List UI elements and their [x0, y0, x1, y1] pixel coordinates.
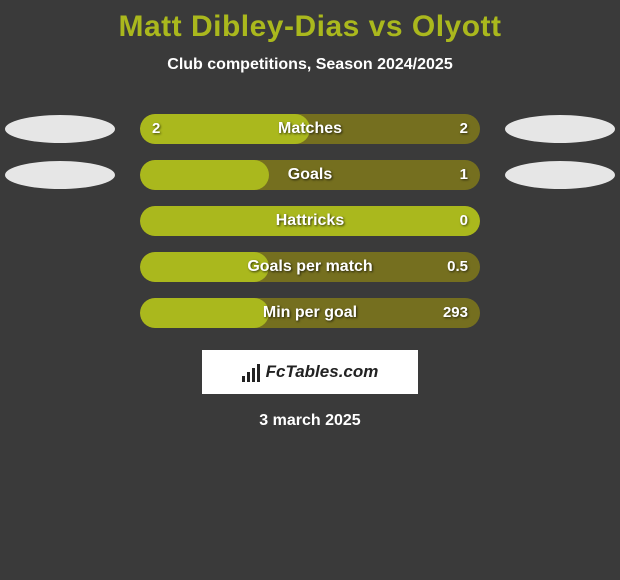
page-title: Matt Dibley-Dias vs Olyott: [0, 0, 620, 44]
footer-date: 3 march 2025: [0, 412, 620, 430]
player-right-avatar: [505, 161, 615, 189]
logo-text: FcTables.com: [266, 362, 379, 382]
stat-row: 1Goals: [0, 160, 620, 190]
stat-label: Goals per match: [140, 252, 480, 282]
stats-container: 22Matches 1Goals 0Hattricks 0.5Goals per ma…: [0, 114, 620, 328]
stat-row: 293Min per goal: [0, 298, 620, 328]
stat-row: 0.5Goals per match: [0, 252, 620, 282]
chart-icon: [242, 362, 260, 382]
player-left-avatar: [5, 115, 115, 143]
player-right-avatar: [505, 115, 615, 143]
stat-label: Goals: [140, 160, 480, 190]
fctables-logo: FcTables.com: [202, 350, 418, 394]
player-left-avatar: [5, 161, 115, 189]
page-subtitle: Club competitions, Season 2024/2025: [0, 56, 620, 74]
stat-bar: 22Matches: [140, 114, 480, 144]
stat-label: Matches: [140, 114, 480, 144]
stat-bar: 0.5Goals per match: [140, 252, 480, 282]
stat-label: Min per goal: [140, 298, 480, 328]
stat-label: Hattricks: [140, 206, 480, 236]
stat-bar: 1Goals: [140, 160, 480, 190]
stat-row: 0Hattricks: [0, 206, 620, 236]
stat-bar: 293Min per goal: [140, 298, 480, 328]
stat-bar: 0Hattricks: [140, 206, 480, 236]
stat-row: 22Matches: [0, 114, 620, 144]
